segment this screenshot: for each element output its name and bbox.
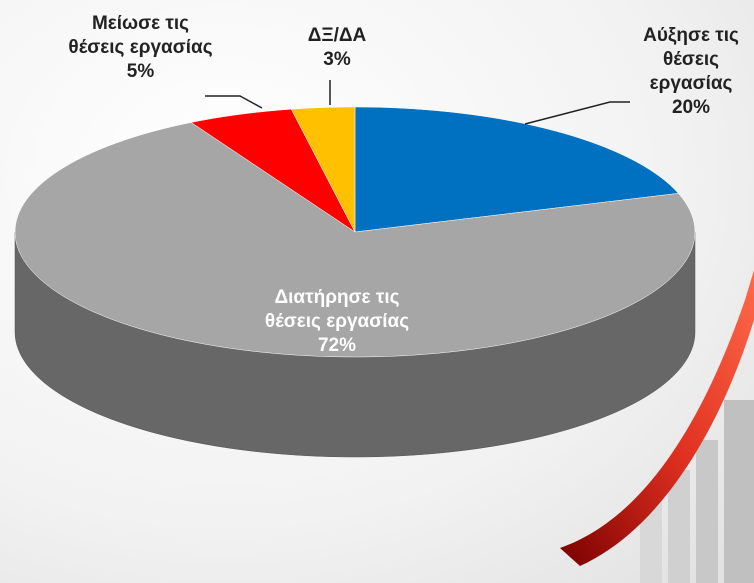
category-label: Αύξησε τις θέσεις εργασίας bbox=[626, 24, 754, 96]
value-label: 5% bbox=[68, 60, 213, 84]
value-label: 72% bbox=[262, 334, 412, 358]
chart: Αύξησε τις θέσεις εργασίας20% Διατήρησε τ… bbox=[0, 0, 754, 583]
category-label: Μείωσε τις θέσεις εργασίας bbox=[68, 12, 213, 60]
value-label: 20% bbox=[626, 96, 754, 120]
value-label: 3% bbox=[292, 48, 382, 72]
category-label: ΔΞ/ΔΑ bbox=[292, 24, 382, 48]
pie bbox=[15, 107, 695, 457]
category-label: Διατήρησε τις θέσεις εργασίας bbox=[262, 286, 412, 334]
